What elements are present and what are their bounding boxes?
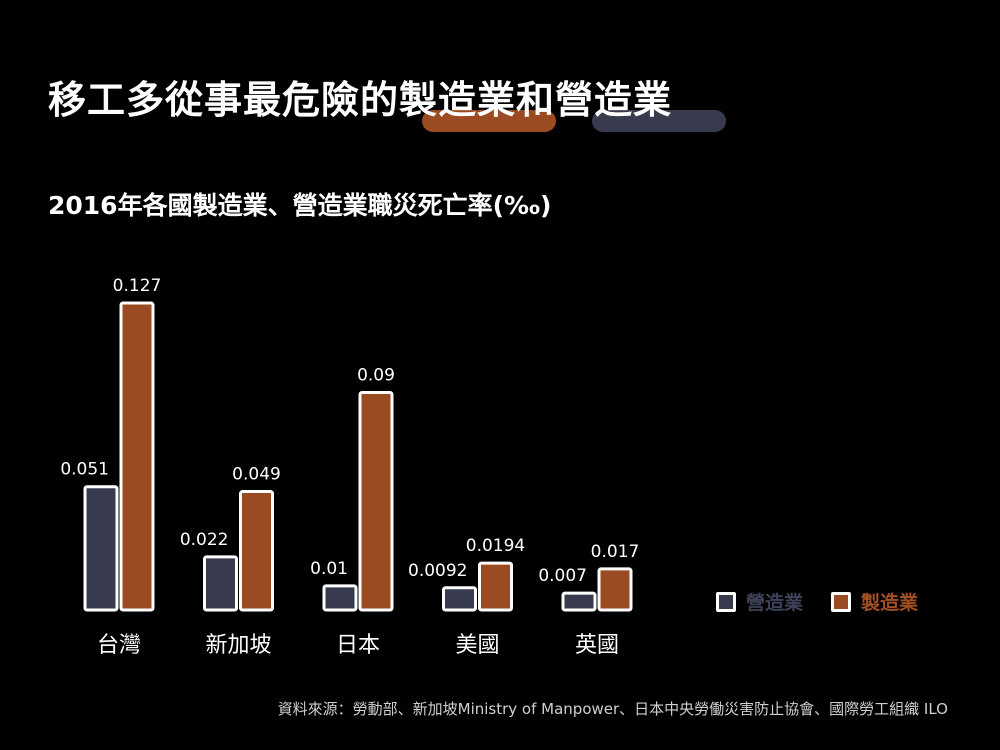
category-label-4: 美國: [455, 633, 499, 658]
legend: 營造業 製造業: [716, 588, 918, 615]
manufacturing-highlight: [422, 110, 556, 132]
bar-manufacturing-2: [239, 490, 274, 612]
data-label-manufacturing-5: 0.017: [591, 542, 640, 562]
chart-subtitle: 2016年各國製造業、營造業職災死亡率(‰): [48, 191, 552, 220]
data-label-construction-3: 0.01: [310, 559, 348, 579]
bar-construction-3: [322, 584, 358, 612]
bar-manufacturing-1: [119, 301, 155, 612]
data-label-manufacturing-2: 0.049: [232, 465, 281, 485]
data-label-manufacturing-4: 0.0194: [466, 536, 525, 556]
category-label-5: 英國: [575, 633, 619, 658]
data-label-manufacturing-1: 0.127: [113, 276, 162, 296]
title-area: 移工多從事最危險的製造業和營造業: [48, 74, 726, 132]
category-label-1: 台灣: [97, 633, 141, 658]
legend-item-construction: 營造業: [716, 588, 803, 615]
bar-construction-1: [83, 485, 119, 612]
data-label-construction-4: 0.0092: [408, 561, 467, 581]
data-label-construction-5: 0.007: [538, 566, 587, 586]
category-label-3: 日本: [336, 633, 380, 658]
bar-construction-5: [561, 591, 597, 612]
bar-construction-4: [442, 586, 477, 612]
bar-construction-2: [203, 555, 238, 612]
legend-label-manufacturing: 製造業: [861, 592, 919, 614]
legend-swatch-construction: [716, 591, 736, 612]
bar-manufacturing-4: [478, 561, 513, 612]
bar-manufacturing-5: [597, 567, 633, 612]
legend-label-construction: 營造業: [746, 592, 804, 614]
legend-swatch-manufacturing: [831, 591, 852, 612]
data-label-manufacturing-3: 0.09: [357, 365, 395, 385]
page-title: 移工多從事最危險的製造業和營造業: [48, 78, 673, 122]
bar-manufacturing-3: [358, 390, 394, 612]
construction-highlight: [592, 110, 726, 132]
data-label-construction-1: 0.051: [60, 460, 109, 480]
category-label-2: 新加坡: [205, 633, 271, 658]
source-note: 資料來源：勞動部、新加坡Ministry of Manpower、日本中央勞働災…: [277, 700, 948, 718]
data-label-construction-2: 0.022: [180, 530, 229, 550]
legend-item-manufacturing: 製造業: [831, 588, 918, 615]
